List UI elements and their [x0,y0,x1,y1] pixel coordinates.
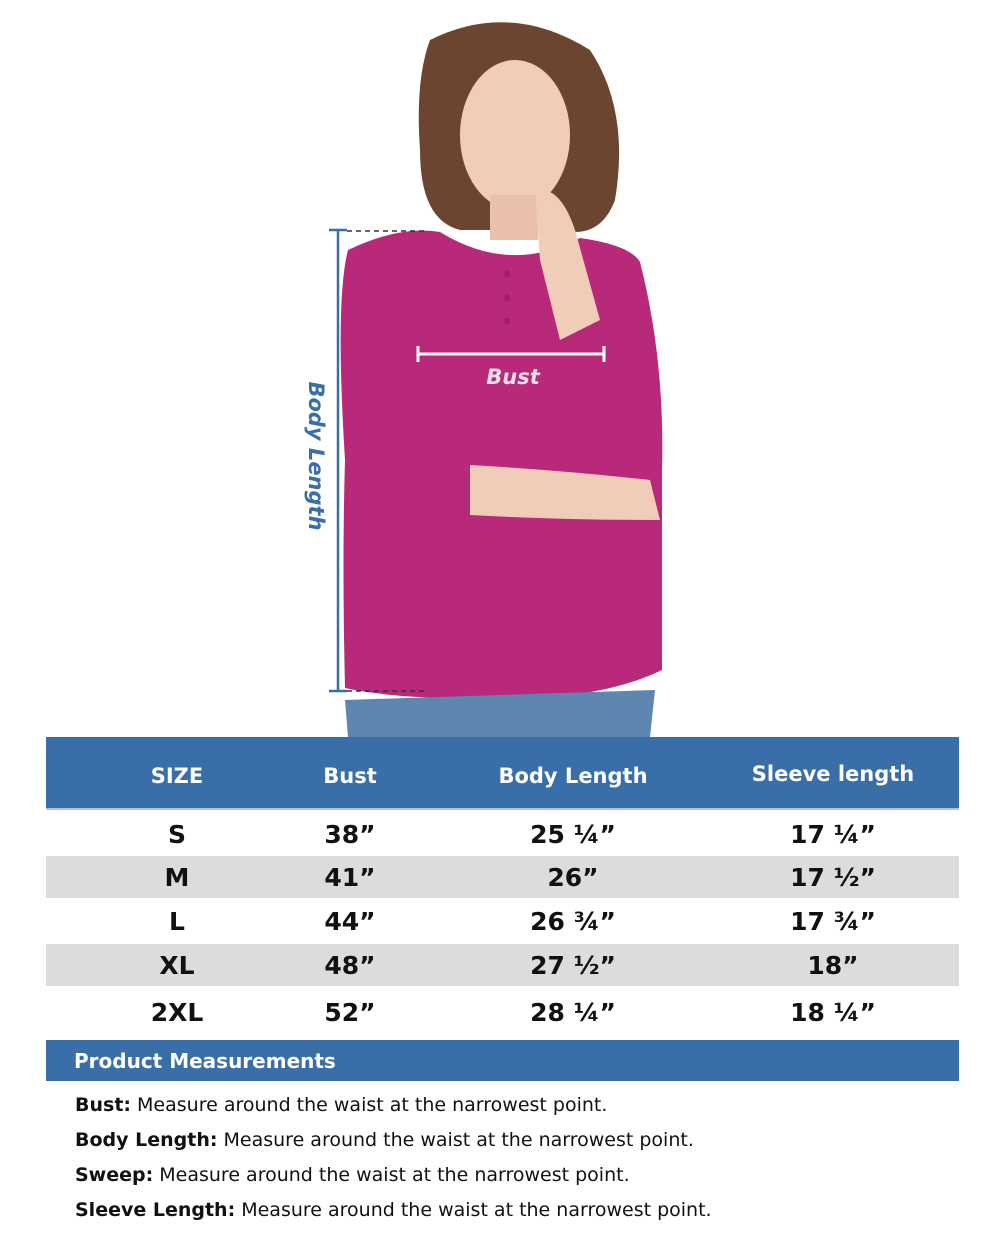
term: Bust: [75,1094,131,1116]
description: Measure around the waist at the narrowes… [235,1199,712,1221]
table-row: S 38” 25 ¼” 17 ¼” [46,812,959,856]
product-measurements-title: Product Measurements [46,1040,959,1081]
cell-sleeve-length: 17 ¾” [790,906,876,936]
model-illustration [329,22,663,737]
cell-size: 2XL [150,997,204,1027]
cell-sleeve-length: 17 ¼” [790,819,876,849]
cell-bust: 38” [324,819,376,849]
table-row: L 44” 26 ¾” 17 ¾” [46,898,959,944]
term: Sweep: [75,1164,154,1186]
cell-sleeve-length: 17 ½” [790,862,876,892]
header-body-length: Body Length [498,764,648,788]
definition-sleeve-length: Sleeve Length: Measure around the waist … [75,1199,712,1221]
term: Body Length: [75,1129,218,1151]
cell-size: XL [159,950,195,980]
definition-bust: Bust: Measure around the waist at the na… [75,1094,607,1116]
cell-size: M [164,862,190,892]
table-row: M 41” 26” 17 ½” [46,856,959,898]
header-size: SIZE [150,764,204,788]
term: Sleeve Length: [75,1199,236,1221]
cell-body-length: 28 ¼” [530,997,616,1027]
definition-sweep: Sweep: Measure around the waist at the n… [75,1164,630,1186]
body-length-label: Body Length [304,381,328,531]
header-sleeve-length: Sleeve length [751,762,915,786]
cell-bust: 41” [324,862,376,892]
cell-bust: 52” [324,997,376,1027]
definition-body-length: Body Length: Measure around the waist at… [75,1129,694,1151]
table-row: XL 48” 27 ½” 18” [46,944,959,986]
table-row: 2XL 52” 28 ¼” 18 ¼” [46,986,959,1038]
cell-body-length: 27 ½” [530,950,616,980]
product-photo: Body Length Bust [304,22,663,737]
cell-size: L [169,906,185,936]
cell-body-length: 25 ¼” [530,819,616,849]
cell-body-length: 26 ¾” [530,906,616,936]
bust-label: Bust [486,365,540,389]
cell-sleeve-length: 18 ¼” [790,997,876,1027]
header-bust: Bust [323,764,377,788]
size-table-header: SIZE Bust Body Length Sleeve length [46,737,959,810]
description: Measure around the waist at the narrowes… [131,1094,608,1116]
cell-body-length: 26” [547,862,599,892]
cell-size: S [167,819,187,849]
description: Measure around the waist at the narrowes… [153,1164,630,1186]
cell-bust: 48” [324,950,376,980]
cell-sleeve-length: 18” [807,950,859,980]
cell-bust: 44” [324,906,376,936]
description: Measure around the waist at the narrowes… [217,1129,694,1151]
